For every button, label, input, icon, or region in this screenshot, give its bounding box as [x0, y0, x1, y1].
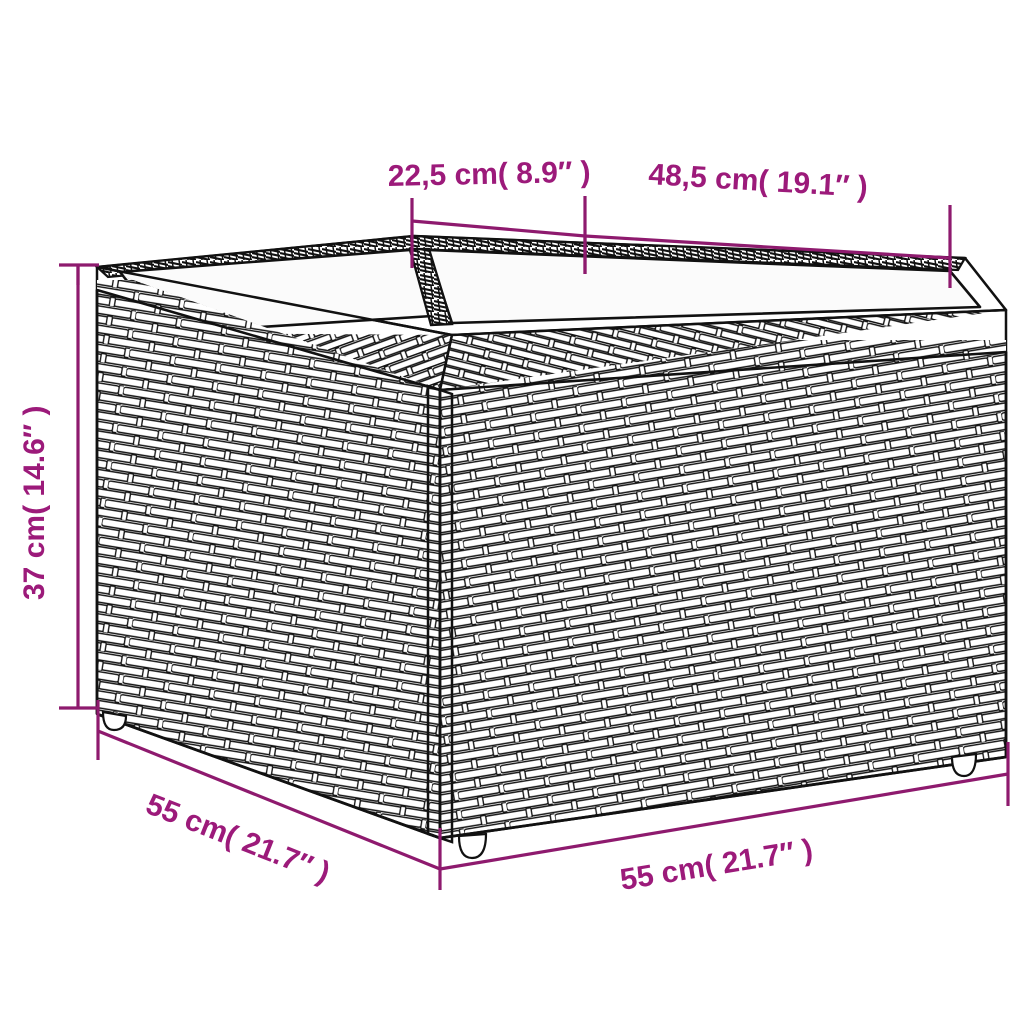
table-illustration: [94, 234, 1008, 860]
panel-front-left: [95, 280, 442, 840]
panel-front-right: [438, 340, 1008, 840]
dim-line-top-left: [411, 219, 586, 238]
top-rim-left: [97, 267, 452, 390]
dim-label-depth: 55 cm( 21.7″ ): [141, 788, 334, 890]
dim-line-depth: [97, 729, 441, 871]
dim-label-width: 55 cm( 21.7″ ): [618, 833, 815, 897]
foot-front: [457, 832, 488, 860]
dimension-top-left: 22,5 cm( 8.9″ ): [387, 156, 591, 274]
dim-label-top-right: 48,5 cm( 19.1″ ): [648, 158, 869, 204]
top-rim-braid-back: [94, 234, 967, 279]
bottom-rail-left: [96, 712, 441, 840]
corner-post-front: [426, 384, 454, 844]
foot-right: [950, 752, 978, 778]
glass-divider-rail: [408, 247, 454, 327]
foot-left: [101, 710, 128, 732]
bottom-rail-right: [439, 755, 1007, 840]
dim-line-top-right: [584, 234, 951, 260]
dim-line-width: [439, 772, 1009, 871]
dimension-height: 37 cm( 14.6″ ): [18, 263, 99, 710]
dim-label-height: 37 cm( 14.6″ ): [18, 406, 51, 600]
dim-label-top-left: 22,5 cm( 8.9″ ): [387, 156, 590, 193]
